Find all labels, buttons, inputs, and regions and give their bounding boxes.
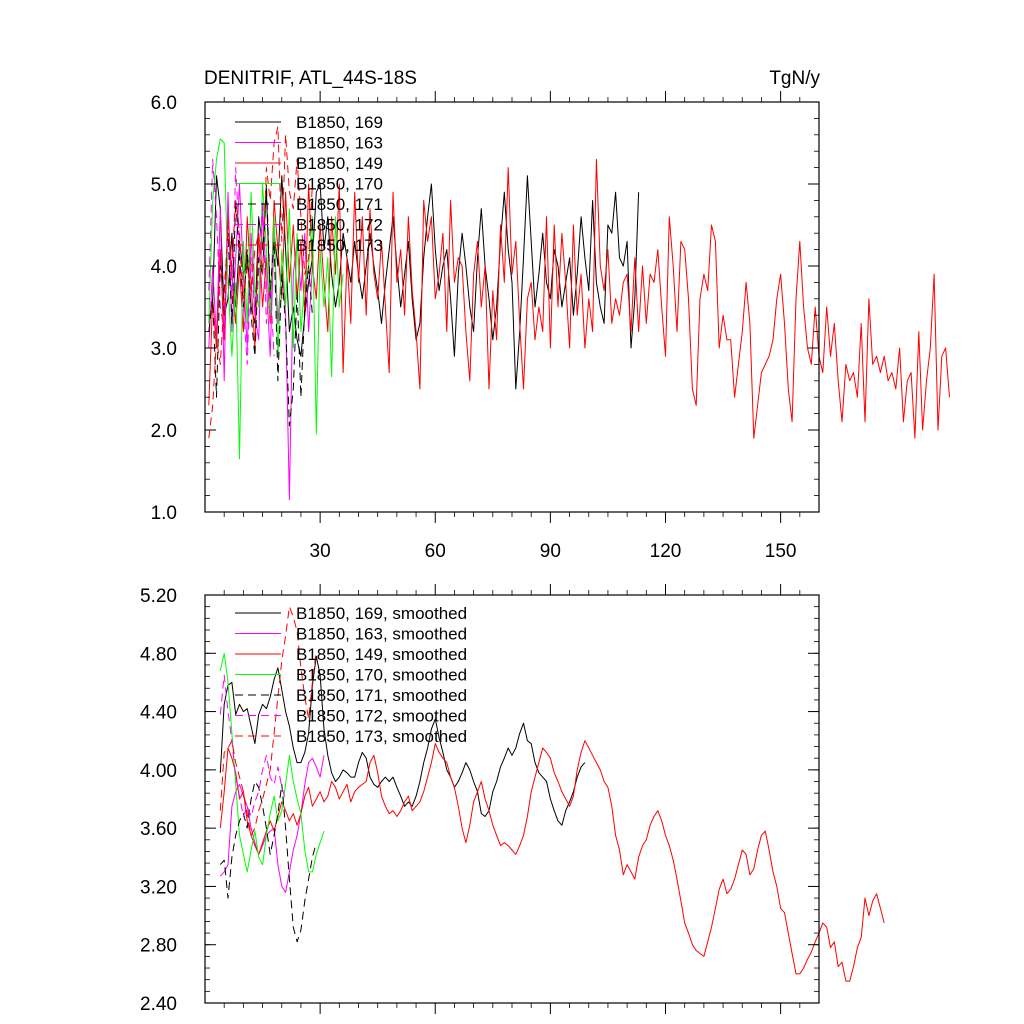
legend-label-5: B1850, 171 [296, 195, 383, 214]
legend-label-6: B1850, 172 [296, 216, 383, 235]
top-panel: DENITRIF, ATL_44S-18S TgN/y B1850, 169B1… [151, 68, 950, 562]
legend-label-7: B1850, 173 [296, 236, 383, 255]
bottom-panel: B1850, 169, smoothed B1850, 163, smoothed… [140, 584, 885, 1015]
legend-label-1: B1850, 169 [296, 113, 383, 132]
y-tick-label: 4.00 [140, 761, 177, 782]
y-tick-label: 5.20 [140, 586, 177, 607]
chart-title: DENITRIF, ATL_44S-18S [204, 68, 417, 89]
y-tick-label: 2.0 [151, 421, 177, 442]
legend-bottom: B1850, 169, smoothed B1850, 163, smoothed… [235, 604, 467, 746]
y-tick-label: 5.0 [151, 175, 177, 196]
legend-label-4: B1850, 170 [296, 175, 383, 194]
legend-label-3: B1850, 149 [296, 154, 383, 173]
y-tick-label: 6.0 [151, 93, 177, 114]
ticks-top: 1.0 2.0 3.0 4.0 5.0 6.0 30 60 90 120 150 [151, 91, 819, 562]
legend-label-3: B1850, 149, smoothed [296, 645, 467, 664]
units-label: TgN/y [769, 68, 820, 89]
y-tick-label: 4.40 [140, 703, 177, 724]
legend-label-7: B1850, 173, smoothed [296, 727, 467, 746]
legend-label-5: B1850, 171, smoothed [296, 686, 467, 705]
legend-label-2: B1850, 163, smoothed [296, 625, 467, 644]
series-line-4 [219, 652, 325, 873]
series-line-1 [219, 655, 586, 826]
y-tick-label: 4.0 [151, 257, 177, 278]
ticks-bottom: 2.40 2.80 3.20 3.60 4.00 4.40 4.80 5.20 [140, 584, 819, 1015]
y-tick-label: 3.0 [151, 339, 177, 360]
legend-label-6: B1850, 172, smoothed [296, 707, 467, 726]
legend-label-4: B1850, 170, smoothed [296, 666, 467, 685]
y-tick-label: 1.0 [151, 503, 177, 524]
x-tick-label: 120 [650, 541, 682, 562]
y-tick-label: 2.80 [140, 936, 177, 957]
y-tick-label: 4.80 [140, 644, 177, 665]
series-line-5 [219, 781, 317, 943]
series-layer-bottom [219, 606, 885, 982]
y-tick-label: 3.60 [140, 819, 177, 840]
x-tick-label: 30 [310, 541, 331, 562]
series-line-3 [219, 740, 885, 982]
y-tick-label: 2.40 [140, 994, 177, 1015]
series-line-6 [219, 674, 287, 817]
legend-label-2: B1850, 163 [296, 134, 383, 153]
legend-label-1: B1850, 169, smoothed [296, 604, 467, 623]
series-line-4 [208, 138, 344, 460]
series-layer-top [208, 126, 950, 501]
series-line-7 [219, 606, 317, 836]
x-tick-label: 60 [425, 541, 446, 562]
x-tick-label: 150 [765, 541, 797, 562]
x-tick-label: 90 [540, 541, 561, 562]
y-tick-label: 3.20 [140, 877, 177, 898]
series-line-7 [208, 126, 313, 439]
series-line-3 [208, 158, 950, 439]
series-line-1 [208, 175, 640, 390]
